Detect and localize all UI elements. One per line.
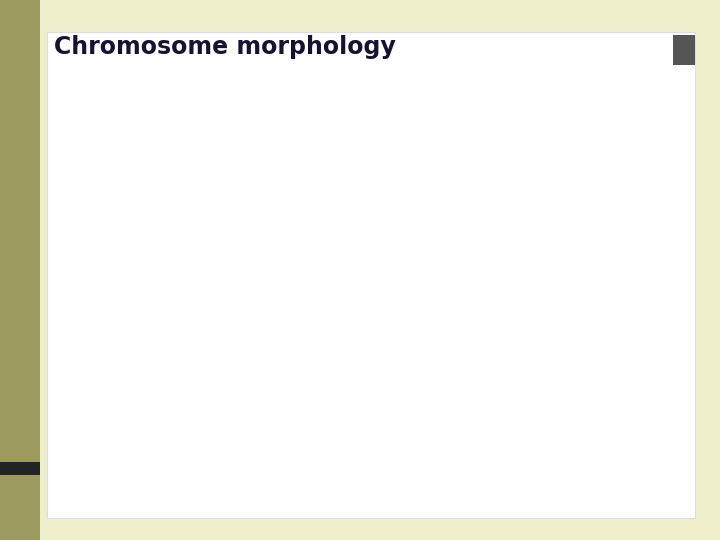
Circle shape xyxy=(399,203,453,240)
Text: Acrocentric: Acrocentric xyxy=(388,450,464,463)
FancyBboxPatch shape xyxy=(406,214,469,357)
Text: Secondary
constriction: Secondary constriction xyxy=(456,158,567,199)
FancyBboxPatch shape xyxy=(406,179,469,230)
Circle shape xyxy=(523,178,575,213)
FancyBboxPatch shape xyxy=(506,187,569,318)
Text: Short arm: Short arm xyxy=(337,194,417,212)
Circle shape xyxy=(366,119,402,144)
FancyBboxPatch shape xyxy=(253,174,316,274)
Circle shape xyxy=(269,247,323,285)
FancyBboxPatch shape xyxy=(529,187,592,318)
Circle shape xyxy=(449,119,485,144)
FancyBboxPatch shape xyxy=(276,259,339,424)
FancyBboxPatch shape xyxy=(383,214,446,357)
FancyBboxPatch shape xyxy=(121,148,183,291)
FancyBboxPatch shape xyxy=(253,259,316,424)
Text: Telocentric: Telocentric xyxy=(513,450,585,463)
Text: Metacentric: Metacentric xyxy=(125,450,202,463)
Text: Centromere: Centromere xyxy=(52,277,128,290)
Text: Chromosome morphology: Chromosome morphology xyxy=(54,35,396,59)
FancyBboxPatch shape xyxy=(383,179,446,230)
FancyBboxPatch shape xyxy=(121,276,183,420)
FancyBboxPatch shape xyxy=(144,276,206,420)
Text: Satellite: Satellite xyxy=(488,107,572,131)
Text: Submetacentric: Submetacentric xyxy=(244,450,348,463)
Text: Chromatids: Chromatids xyxy=(295,110,400,145)
FancyBboxPatch shape xyxy=(144,148,206,291)
Circle shape xyxy=(136,265,191,302)
Text: Long
arm: Long arm xyxy=(337,327,386,355)
FancyBboxPatch shape xyxy=(276,174,339,274)
